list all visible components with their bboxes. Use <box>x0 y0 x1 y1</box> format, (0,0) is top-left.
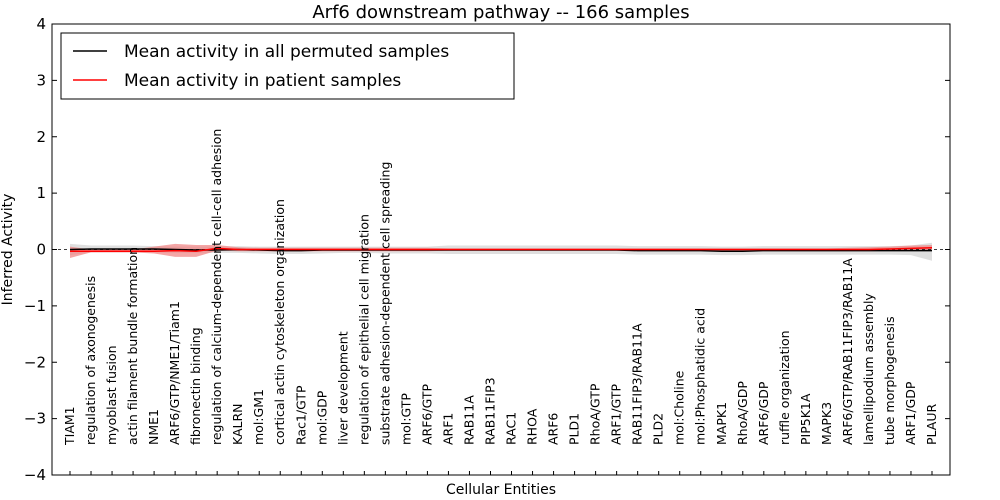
x-category-label: TIAM1 <box>62 406 77 446</box>
x-category-label: tube morphogenesis <box>882 316 897 445</box>
x-category-label: ARF6/GTP <box>419 384 434 445</box>
x-category-label: ARF1/GTP <box>609 384 624 445</box>
confidence-bands <box>70 242 932 261</box>
x-category-label: ARF6/GTP/NME1/Tiam1 <box>167 301 182 445</box>
x-category-label: mol:Phosphatidic acid <box>693 308 708 445</box>
x-category-label: substrate adhesion-dependent cell spread… <box>377 162 392 445</box>
legend-label-2: Mean activity in patient samples <box>124 71 401 91</box>
legend-box <box>60 32 515 100</box>
y-tick-label: −4 <box>24 466 46 484</box>
x-category-label: PLAUR <box>924 404 939 445</box>
x-category-label: regulation of epithelial cell migration <box>356 214 371 445</box>
band-series-2 <box>70 243 932 258</box>
x-category-label: NME1 <box>146 409 161 445</box>
x-category-label: ARF6/GDP <box>756 381 771 445</box>
series-lines <box>69 247 933 252</box>
x-category-label: KALRN <box>230 403 245 445</box>
x-category-label: ARF1 <box>440 413 455 445</box>
x-category-label: RAB11FIP3/RAB11A <box>630 323 645 445</box>
y-axis-ticks: 4 3 2 1 0 −1 −2 −3 −4 <box>24 15 950 484</box>
x-category-label: mol:GM1 <box>251 389 266 445</box>
band-series-1 <box>70 242 932 261</box>
series-line-2 <box>70 247 933 252</box>
x-category-label: PLD2 <box>651 413 666 445</box>
x-category-label: RAB11A <box>461 395 476 445</box>
x-category-label: liver development <box>335 331 350 445</box>
y-tick-label: 4 <box>36 15 46 33</box>
y-tick-label: −2 <box>24 353 46 371</box>
x-category-label: lamellipodium assembly <box>861 293 876 445</box>
y-tick-label: −1 <box>24 297 46 315</box>
x-axis-title: Cellular Entities <box>446 482 556 498</box>
x-category-label: MAPK3 <box>819 402 834 445</box>
x-category-label: RhoA/GDP <box>735 381 750 445</box>
x-category-label: ARF6/GTP/RAB11FIP3/RAB11A <box>840 258 855 445</box>
x-category-label: PLD1 <box>567 413 582 445</box>
x-category-label: mol:GTP <box>398 393 413 445</box>
legend-label-1: Mean activity in all permuted samples <box>124 42 449 62</box>
x-category-label: PIP5K1A <box>798 393 813 445</box>
y-tick-label: 3 <box>36 71 46 89</box>
x-category-label: ruffle organization <box>777 330 792 445</box>
x-category-label: Rac1/GTP <box>293 385 308 445</box>
y-tick-label: 1 <box>36 184 46 202</box>
x-category-label: cortical actin cytoskeleton organization <box>272 199 287 445</box>
x-category-label: myoblast fusion <box>104 345 119 445</box>
x-category-label: fibronectin binding <box>188 327 203 445</box>
x-category-label: RAB11FIP3 <box>482 377 497 445</box>
x-category-label: mol:GDP <box>314 390 329 445</box>
x-category-label: mol:Choline <box>672 370 687 445</box>
x-category-label: ARF6 <box>546 413 561 445</box>
x-category-label: regulation of axonogenesis <box>83 276 98 445</box>
x-category-label: RhoA/GTP <box>588 383 603 445</box>
y-tick-label: −3 <box>24 410 46 428</box>
legend: Mean activity in all permuted samples Mea… <box>60 32 515 100</box>
y-axis-title: Inferred Activity <box>0 194 16 306</box>
chart-title: Arf6 downstream pathway -- 166 samples <box>312 2 689 23</box>
x-category-label: actin filament bundle formation <box>125 247 140 445</box>
x-category-label: RHOA <box>525 408 540 445</box>
x-category-label: regulation of calcium-dependent cell-cel… <box>209 129 224 445</box>
y-tick-label: 0 <box>36 241 46 259</box>
y-tick-label: 2 <box>36 128 46 146</box>
x-category-label: ARF1/GDP <box>903 381 918 445</box>
x-category-label: MAPK1 <box>714 402 729 445</box>
x-category-label: RAC1 <box>504 412 519 445</box>
x-axis-category-labels: TIAM1 regulation of axonogenesis myoblast … <box>62 129 939 475</box>
